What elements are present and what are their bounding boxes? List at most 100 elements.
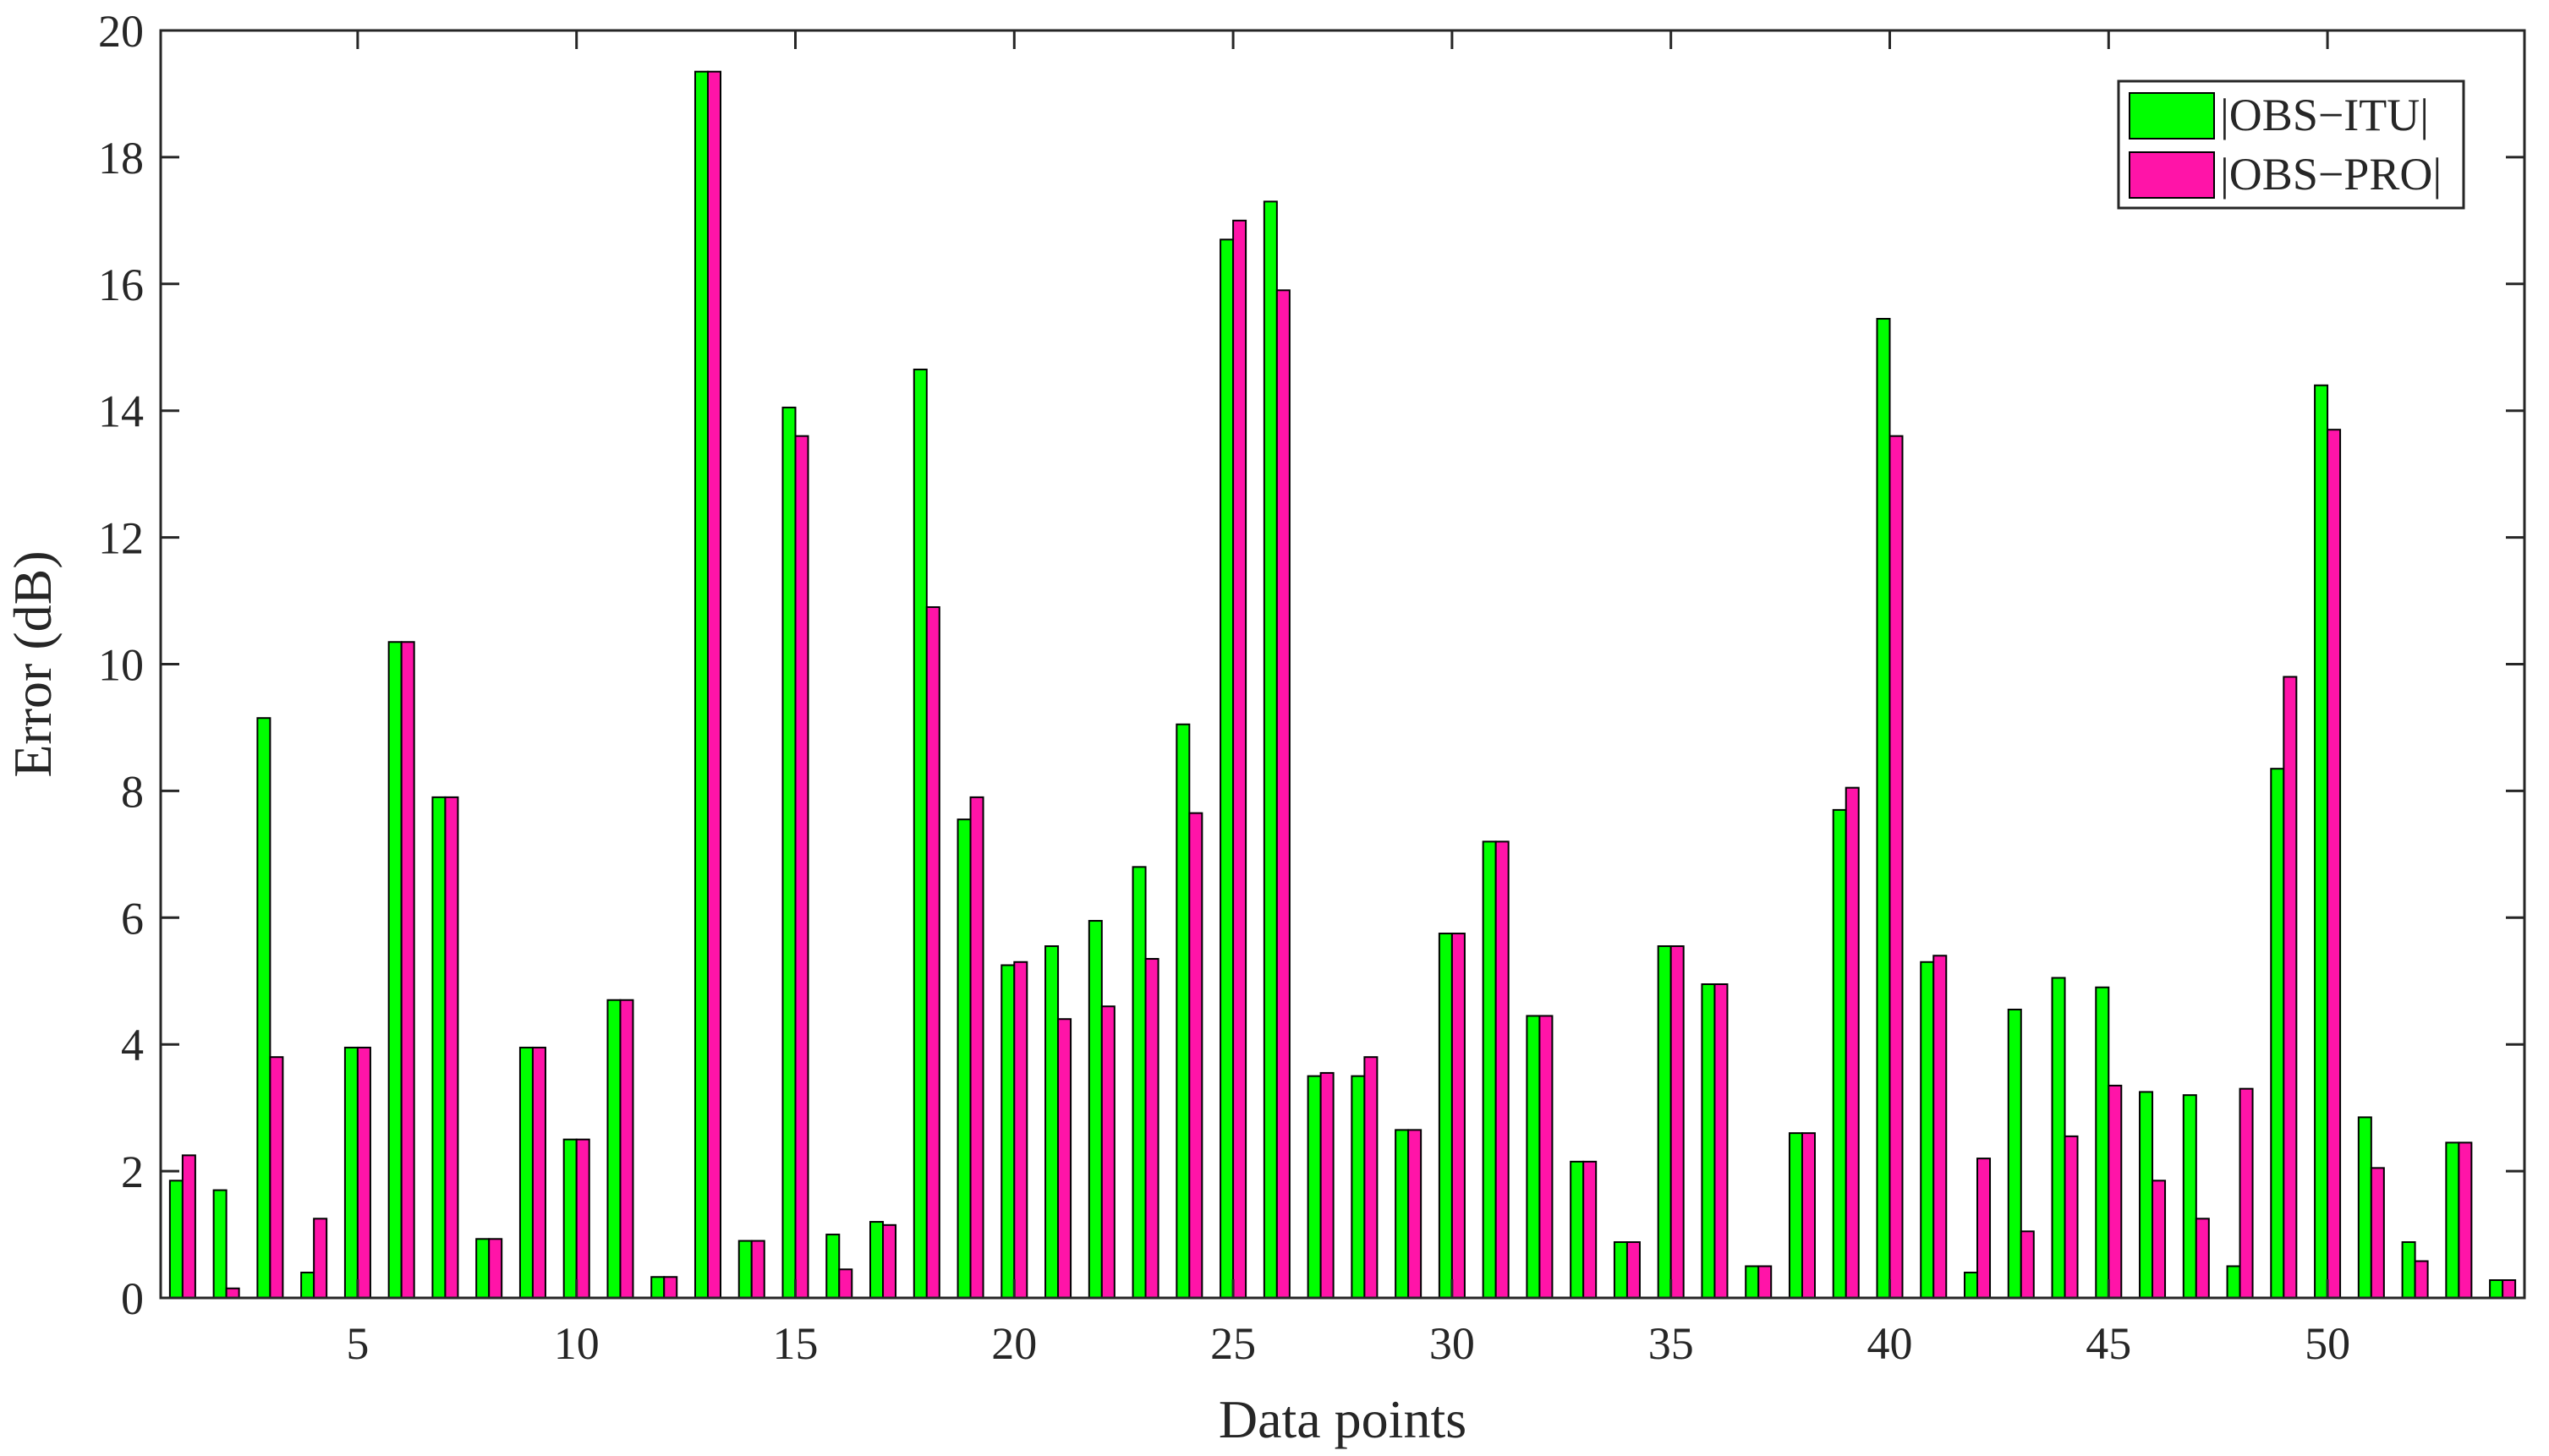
x-tick-label: 30 [1429, 1318, 1475, 1369]
x-tick-label: 40 [1867, 1318, 1912, 1369]
y-tick-label: 20 [98, 6, 144, 57]
y-tick-label: 6 [121, 893, 144, 944]
bar-series-2-point-43 [2020, 1230, 2035, 1300]
bar-series-1-point-41 [1920, 961, 1935, 1299]
y-tick-label: 8 [121, 766, 144, 817]
bar-series-2-point-15 [794, 435, 809, 1299]
bar-series-2-point-29 [1407, 1129, 1423, 1299]
bar-series-1-point-32 [1526, 1015, 1541, 1299]
bar-series-1-point-35 [1657, 945, 1672, 1300]
bar-series-2-point-39 [1845, 786, 1860, 1299]
bar-series-2-point-18 [925, 606, 940, 1299]
legend-label-2: |OBS−PRO| [2220, 149, 2442, 200]
bar-series-1-point-3 [256, 717, 271, 1299]
y-tick-label: 4 [121, 1020, 144, 1070]
bar-series-1-point-8 [475, 1238, 491, 1300]
bar-series-1-point-48 [2226, 1265, 2241, 1300]
bar-series-2-point-4 [313, 1218, 328, 1300]
y-tick-label: 2 [121, 1147, 144, 1197]
bar-series-2-point-53 [2458, 1141, 2473, 1299]
bar-series-2-point-31 [1494, 840, 1510, 1299]
bar-series-1-point-39 [1832, 808, 1847, 1299]
legend-label-1: |OBS−ITU| [2220, 90, 2429, 140]
bar-series-1-point-11 [606, 999, 622, 1299]
bar-series-2-point-54 [2502, 1279, 2517, 1300]
bar-series-1-point-9 [518, 1046, 534, 1299]
bar-series-1-point-22 [1088, 920, 1103, 1300]
bar-series-2-point-24 [1188, 812, 1203, 1299]
bar-series-1-point-24 [1176, 723, 1191, 1299]
bar-series-1-point-30 [1438, 933, 1453, 1300]
bar-series-1-point-23 [1132, 866, 1147, 1299]
bar-series-1-point-31 [1482, 840, 1497, 1299]
bar-series-1-point-37 [1745, 1265, 1760, 1300]
x-tick-label: 45 [2086, 1318, 2131, 1369]
bar-series-2-point-12 [663, 1276, 678, 1300]
bar-series-2-point-27 [1319, 1071, 1335, 1300]
bar-series-1-point-40 [1876, 318, 1891, 1299]
x-tick-label: 35 [1648, 1318, 1694, 1369]
bar-series-2-point-19 [969, 796, 984, 1299]
bar-series-2-point-1 [181, 1154, 196, 1299]
x-tick-label: 10 [554, 1318, 600, 1369]
bar-series-1-point-53 [2445, 1141, 2460, 1299]
bar-series-1-point-52 [2401, 1241, 2416, 1300]
bar-series-1-point-20 [1000, 964, 1016, 1299]
bar-series-1-point-13 [693, 70, 709, 1300]
bar-series-1-point-34 [1613, 1241, 1628, 1300]
bar-series-2-point-16 [838, 1268, 853, 1300]
bar-series-2-point-48 [2239, 1087, 2254, 1300]
bar-series-2-point-5 [356, 1046, 371, 1299]
bar-series-1-point-1 [168, 1180, 184, 1299]
bar-series-1-point-47 [2182, 1094, 2197, 1300]
bar-series-1-point-6 [387, 641, 403, 1299]
y-tick-label: 18 [98, 133, 144, 183]
x-tick-label: 5 [346, 1318, 369, 1369]
bar-series-2-point-10 [575, 1138, 590, 1300]
legend-swatch-1 [2129, 92, 2215, 140]
bar-series-2-point-22 [1100, 1005, 1116, 1299]
bar-series-2-point-2 [225, 1287, 240, 1300]
bar-series-1-point-38 [1788, 1132, 1803, 1299]
y-tick-label: 16 [98, 260, 144, 310]
bar-series-1-point-45 [2095, 986, 2110, 1299]
y-axis-title: Error (dB) [3, 550, 63, 777]
bar-series-1-point-42 [1964, 1272, 1979, 1300]
bar-series-1-point-43 [2007, 1008, 2022, 1299]
bar-series-2-point-35 [1669, 945, 1685, 1300]
bar-series-1-point-4 [300, 1272, 315, 1300]
bar-series-2-point-30 [1450, 933, 1466, 1300]
bar-series-2-point-40 [1888, 435, 1904, 1299]
bar-series-1-point-12 [650, 1276, 666, 1300]
bar-series-2-point-33 [1582, 1160, 1598, 1299]
legend-swatch-2 [2129, 151, 2215, 199]
x-tick-label: 15 [773, 1318, 819, 1369]
bar-series-2-point-9 [531, 1046, 546, 1299]
bar-series-1-point-15 [781, 406, 797, 1300]
x-tick-label: 20 [991, 1318, 1037, 1369]
bar-series-2-point-51 [2370, 1167, 2385, 1299]
bar-series-1-point-49 [2270, 768, 2285, 1299]
bar-series-2-point-47 [2195, 1218, 2210, 1300]
bar-series-1-point-18 [913, 368, 928, 1300]
bar-series-1-point-19 [957, 818, 972, 1299]
bar-series-2-point-25 [1232, 219, 1247, 1300]
bar-series-2-point-3 [269, 1056, 284, 1299]
bar-series-1-point-54 [2489, 1279, 2504, 1300]
bar-series-2-point-41 [1932, 955, 1948, 1300]
bar-series-2-point-34 [1625, 1241, 1641, 1300]
bar-series-1-point-46 [2139, 1091, 2154, 1300]
x-axis-title: Data points [1219, 1389, 1466, 1449]
bar-series-2-point-46 [2152, 1180, 2167, 1299]
bar-series-2-point-11 [619, 999, 634, 1299]
bar-series-2-point-17 [882, 1223, 897, 1300]
bar-series-1-point-33 [1570, 1160, 1585, 1299]
bar-series-2-point-14 [750, 1240, 765, 1300]
bar-series-2-point-49 [2283, 676, 2298, 1299]
bar-series-2-point-32 [1538, 1015, 1554, 1299]
bar-series-2-point-13 [706, 70, 721, 1300]
bar-series-1-point-16 [825, 1234, 841, 1300]
bar-series-1-point-17 [869, 1221, 885, 1300]
bar-series-1-point-7 [431, 796, 447, 1299]
